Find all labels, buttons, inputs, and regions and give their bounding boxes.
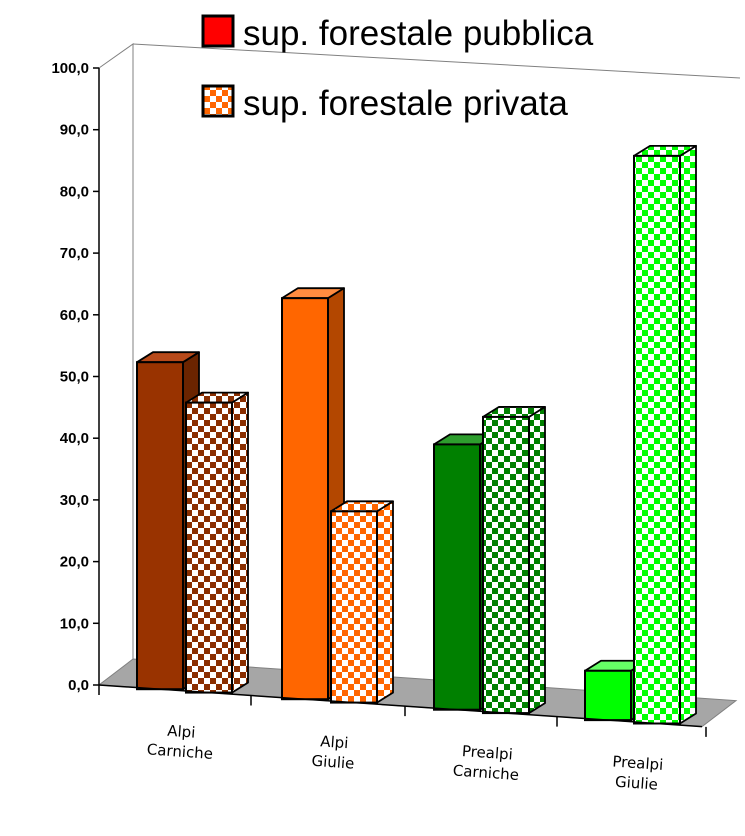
back-wall-top	[132, 43, 741, 79]
x-category-label: AlpiCarniche	[146, 720, 215, 763]
legend-swatch	[201, 14, 235, 48]
legend-label: sup. forestale privata	[243, 84, 568, 123]
bar-front	[330, 510, 378, 704]
x-category-label: PrealpiCarniche	[452, 741, 521, 784]
x-category-label: AlpiGiulie	[311, 732, 356, 773]
bar-side	[231, 391, 249, 694]
x-axis-line	[98, 684, 703, 728]
bar-privata	[185, 391, 249, 694]
bar-privata	[330, 500, 394, 704]
bar-front	[185, 401, 233, 694]
bar-side	[376, 500, 394, 704]
legend-swatch	[201, 84, 235, 118]
y-tick-label: 100,0	[51, 60, 89, 77]
y-tick-label: 90,0	[60, 122, 89, 139]
legend-item: sup. forestale privata	[201, 84, 568, 123]
y-axis: 0,0 10,0 20,0 30,0 40,0 50,0 60,0 70,0 80,0 90,0 1…	[51, 60, 100, 694]
bars	[136, 144, 697, 725]
y-tick-label: 0,0	[68, 677, 89, 694]
y-tick-label: 50,0	[60, 369, 89, 386]
x-category-label: PrealpiGiulie	[610, 752, 663, 793]
bar-privata	[633, 144, 697, 725]
bar-front	[281, 297, 329, 701]
y-tick-label: 20,0	[60, 554, 89, 571]
legend: sup. forestale pubblica sup. forestale pr…	[201, 14, 594, 123]
left-wall	[98, 43, 134, 686]
bar-front	[482, 415, 530, 715]
bar-side	[528, 406, 546, 714]
bar-privata	[482, 406, 546, 715]
y-tick-label: 60,0	[60, 307, 89, 324]
bar-front	[584, 669, 632, 722]
y-tick-label: 70,0	[60, 245, 89, 262]
bar-front	[433, 443, 481, 711]
y-tick-label: 10,0	[60, 615, 89, 632]
bar-front	[633, 154, 681, 725]
y-tick-label: 30,0	[60, 492, 89, 509]
y-tick-label: 40,0	[60, 430, 89, 447]
bar-front	[136, 361, 184, 691]
y-tick-label: 80,0	[60, 183, 89, 200]
x-axis: AlpiCarniche AlpiGiulie PrealpiCarniche Pre…	[98, 684, 707, 794]
legend-label: sup. forestale pubblica	[243, 14, 594, 53]
legend-item: sup. forestale pubblica	[201, 14, 594, 53]
bar-side	[679, 144, 697, 725]
